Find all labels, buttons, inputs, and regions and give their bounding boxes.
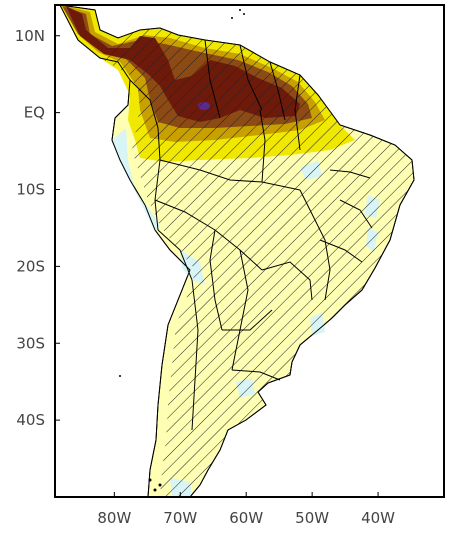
lon-tick-label: 50W (295, 509, 329, 527)
lat-tick-label: 40S (16, 411, 45, 429)
lat-tick-label: 20S (16, 257, 45, 275)
lat-tick-label: 10N (15, 27, 45, 45)
latitude-axis: 10N EQ 10S 20S 30S 40S (15, 27, 60, 429)
lat-tick-label: EQ (24, 104, 45, 122)
lat-tick-label: 30S (16, 334, 45, 352)
west-coastline (59, 5, 191, 497)
islands (119, 9, 245, 492)
hatch-overlay (100, 28, 414, 497)
lon-tick-label: 60W (229, 509, 263, 527)
map-frame (54, 4, 445, 498)
coastline (59, 5, 415, 497)
longitude-axis: 80W 70W 60W 50W 40W (97, 492, 395, 527)
lon-tick-label: 40W (361, 509, 395, 527)
lat-tick-label: 10S (16, 181, 45, 199)
lon-tick-label: 70W (163, 509, 197, 527)
country-borders (129, 39, 373, 431)
lon-tick-label: 80W (97, 509, 131, 527)
